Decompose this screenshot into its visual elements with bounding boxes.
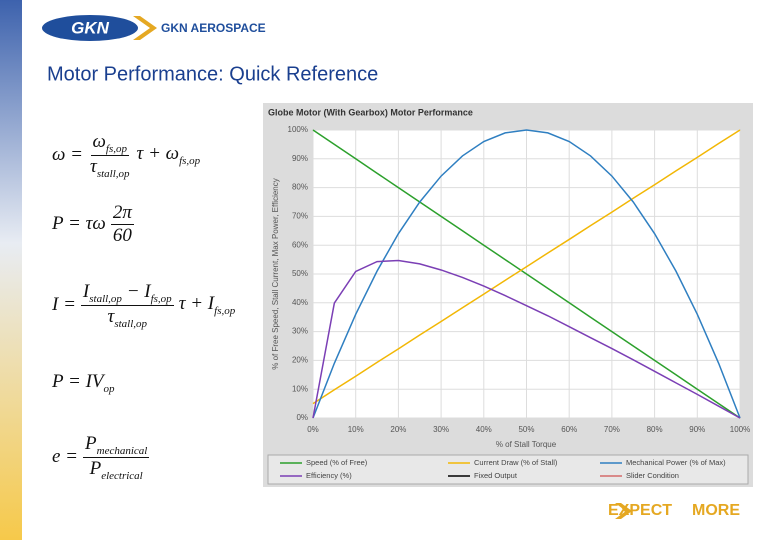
formula-lhs: ω = — [52, 144, 83, 166]
formula-subscript: stall,op — [96, 167, 130, 180]
formula-text: e = — [52, 446, 79, 467]
formula-subscript: fs,op — [179, 154, 201, 167]
x-tick-label: 80% — [647, 425, 663, 434]
formula: P = IVop — [52, 361, 115, 405]
formula: e = Pmechanical Pelectrical — [52, 432, 154, 482]
formula-text: 2π — [112, 201, 132, 223]
formula-text: τ — [90, 155, 97, 177]
denominator: Pelectrical — [88, 458, 145, 482]
formula-text: τ + I — [178, 293, 215, 315]
legend-label: Current Draw (% of Stall) — [474, 458, 558, 467]
series-line — [312, 129, 741, 419]
formula-tail: τ + ωfs,op — [137, 143, 201, 167]
footer-text: MORE — [692, 502, 740, 519]
legend-label: Fixed Output — [474, 471, 518, 480]
y-axis-label: % of Free Speed, Stall Current, Max Powe… — [271, 178, 280, 370]
numerator: Istall,op − Ifs,op — [80, 280, 174, 306]
y-tick-label: 30% — [292, 327, 308, 336]
series-line — [312, 129, 741, 419]
x-tick-label: 40% — [476, 425, 492, 434]
fraction: 2π 60 — [110, 201, 134, 247]
numerator: ωfs,op — [90, 130, 130, 156]
footer-chevron — [615, 503, 632, 519]
formulas: ω = ωfs,op τstall,op τ + ωfs,op P = τω 2π 60 I … — [52, 0, 262, 540]
formula: ω = ωfs,op τstall,op τ + ωfs,op — [52, 131, 201, 180]
y-tick-label: 0% — [296, 413, 308, 422]
x-axis-label: % of Stall Torque — [496, 440, 557, 449]
formula-subscript: stall,op — [114, 317, 148, 330]
formula-lhs: P = IVop — [52, 371, 115, 395]
formula-subscript: fs,op — [105, 142, 128, 155]
y-tick-label: 90% — [292, 154, 308, 163]
formula-text: I = — [52, 294, 76, 315]
formula-text: ω — [92, 130, 106, 152]
formula-text: ω = — [52, 144, 83, 165]
formula-subscript: fs,op — [150, 292, 172, 305]
slide-title: Motor Performance: Quick Reference — [47, 63, 378, 85]
legend-label: Speed (% of Free) — [306, 458, 368, 467]
y-tick-label: 60% — [292, 240, 308, 249]
denominator: 60 — [111, 225, 134, 247]
footer-text: EXPECT — [608, 502, 672, 519]
x-tick-label: 100% — [730, 425, 750, 434]
formula-lhs: P = τω — [52, 213, 106, 235]
legend-label: Mechanical Power (% of Max) — [626, 458, 726, 467]
chart-title: Globe Motor (With Gearbox) Motor Perform… — [268, 107, 473, 117]
denominator: τstall,op — [88, 156, 132, 180]
side-bar — [0, 0, 22, 540]
legend-box — [267, 454, 749, 485]
logo-text: GKN AEROSPACE — [161, 21, 266, 35]
formula-text: τ — [107, 305, 115, 327]
formula-text: − I — [121, 280, 151, 302]
formula-subscript: mechanical — [96, 444, 148, 457]
y-tick-label: 10% — [292, 384, 308, 393]
y-tick-label: 40% — [292, 298, 308, 307]
formula-text: τ + ω — [136, 143, 180, 165]
x-tick-label: 70% — [604, 425, 620, 434]
formula-subscript: electrical — [101, 469, 143, 482]
y-tick-label: 70% — [292, 212, 308, 221]
svg-text:GKN: GKN — [71, 18, 110, 37]
formula-lhs: e = — [52, 446, 78, 468]
formula: P = τω 2π 60 — [52, 202, 139, 246]
formula-text: P — [89, 457, 102, 479]
series-line — [312, 129, 741, 405]
formula-text: P = τω — [52, 213, 106, 234]
legend-label: Slider Condition — [626, 471, 679, 480]
fraction: Istall,op − Ifs,op τstall,op — [80, 280, 174, 330]
formula-text: P = IV — [52, 371, 104, 393]
formula-text: 60 — [112, 224, 132, 246]
x-tick-label: 30% — [433, 425, 449, 434]
numerator: 2π — [110, 201, 134, 225]
formula-lhs: I = — [52, 294, 76, 316]
numerator: Pmechanical — [83, 432, 150, 458]
x-tick-label: 60% — [561, 425, 577, 434]
x-tick-label: 0% — [307, 425, 319, 434]
logo: GKN — [42, 15, 157, 41]
legend-label: Efficiency (%) — [306, 471, 352, 480]
y-tick-label: 20% — [292, 356, 308, 365]
formula: I = Istall,op − Ifs,op τstall,op τ + Ifs,op — [52, 280, 236, 330]
x-tick-label: 10% — [348, 425, 364, 434]
formula-text: P — [85, 432, 97, 454]
formula-subscript: stall,op — [89, 292, 122, 305]
formula-text: I — [82, 280, 90, 302]
formula-subscript: fs,op — [214, 304, 236, 317]
y-tick-label: 50% — [292, 269, 308, 278]
formula-subscript: op — [103, 382, 115, 395]
x-tick-label: 90% — [689, 425, 705, 434]
y-tick-label: 80% — [292, 183, 308, 192]
fraction: ωfs,op τstall,op — [88, 131, 132, 180]
formula-tail: τ + Ifs,op — [179, 293, 236, 317]
series-line — [312, 259, 741, 419]
denominator: τstall,op — [106, 306, 150, 330]
x-tick-label: 50% — [518, 425, 534, 434]
y-tick-label: 100% — [288, 125, 308, 134]
fraction: Pmechanical Pelectrical — [83, 432, 150, 482]
x-tick-label: 20% — [390, 425, 406, 434]
